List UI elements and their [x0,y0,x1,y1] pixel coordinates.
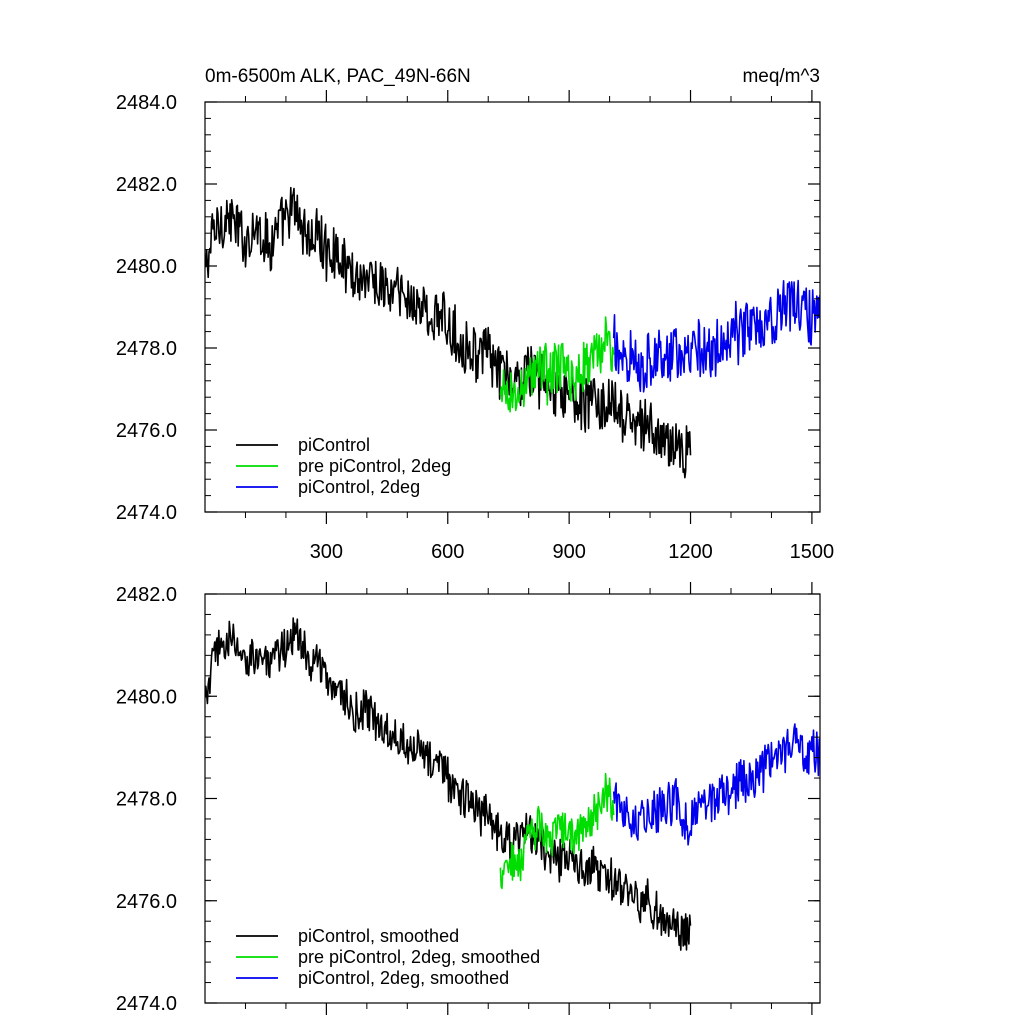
top-plot-frame [204,101,821,513]
bottom-series-group [205,617,820,951]
top-panel: 2474.0 2476.0 2478.0 2480.0 2482.0 2484.0 300 6… [116,66,834,563]
top-xtick-label: 1500 [790,541,835,563]
bottom-ytick-label: 2480.0 [116,686,177,708]
top-xtick-label: 300 [310,541,343,563]
top-xtick-label: 1200 [668,541,713,563]
bottom-series-line-3 [612,723,820,846]
top-xtick-label: 600 [431,541,464,563]
top-ytick-label: 2478.0 [116,338,177,360]
bottom-panel: 2474.0 2476.0 2478.0 2480.0 2482.0 piControl,… [116,582,821,1015]
bottom-ytick-label: 2478.0 [116,789,177,811]
top-xtick-label: 900 [552,541,585,563]
bottom-legend-label-1: piControl, smoothed [298,926,459,946]
top-chart-units: meq/m^3 [742,66,820,87]
top-legend-label-2: pre piControl, 2deg [298,456,451,476]
bottom-series-line-1 [205,617,692,951]
bottom-legend-label-2: pre piControl, 2deg, smoothed [298,947,540,967]
bottom-legend-label-3: piControl, 2deg, smoothed [298,968,509,988]
top-series-line-2 [499,316,615,413]
top-series-line-1 [205,186,692,479]
top-series-line-3 [612,279,820,393]
bottom-ytick-label: 2474.0 [116,993,177,1015]
top-ytick-label: 2484.0 [116,92,177,114]
bottom-ytick-label: 2476.0 [116,891,177,913]
top-series-group [205,186,820,479]
top-chart-title: 0m-6500m ALK, PAC_49N-66N [205,66,471,87]
top-legend-label-1: piControl [298,435,370,455]
top-ytick-label: 2480.0 [116,256,177,278]
bottom-ytick-label: 2482.0 [116,584,177,606]
bottom-series-line-2 [499,772,615,890]
top-legend-label-3: piControl, 2deg [298,477,420,497]
top-ytick-label: 2476.0 [116,420,177,442]
top-ytick-label: 2482.0 [116,174,177,196]
top-ytick-label: 2474.0 [116,502,177,524]
